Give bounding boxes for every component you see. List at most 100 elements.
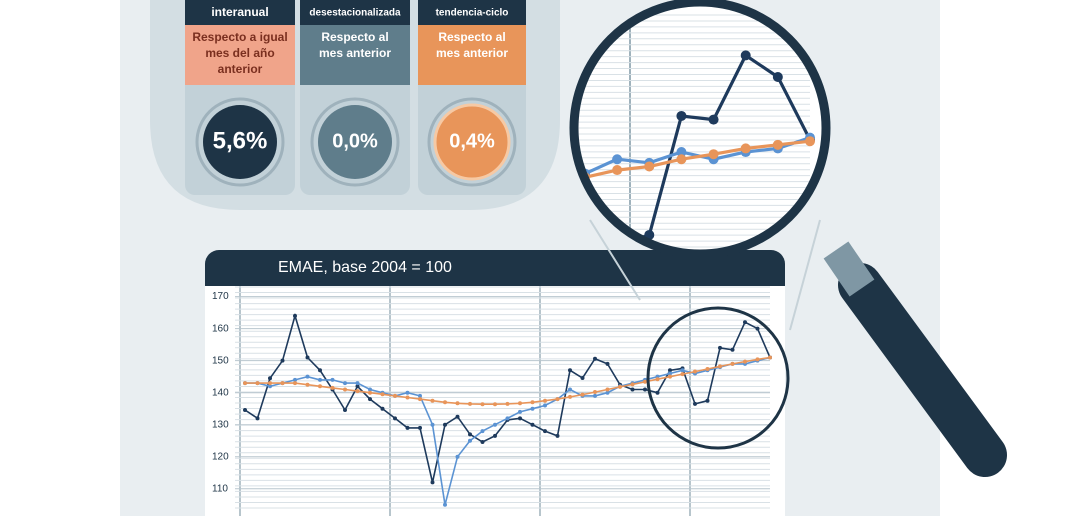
handle xyxy=(838,263,1007,477)
point xyxy=(330,377,335,382)
point xyxy=(676,154,687,165)
point xyxy=(668,374,672,379)
point xyxy=(480,402,485,407)
point xyxy=(555,397,560,402)
point xyxy=(268,381,272,386)
point xyxy=(355,389,360,394)
point xyxy=(318,384,322,389)
card-subheading-bg xyxy=(185,25,295,85)
point xyxy=(612,165,623,176)
card-heading-bg xyxy=(418,0,526,25)
point xyxy=(680,372,685,377)
card-value: 0,4% xyxy=(449,130,495,152)
point xyxy=(305,355,310,360)
y-tick-label: 110 xyxy=(212,483,228,494)
point xyxy=(368,387,372,392)
point xyxy=(430,398,435,403)
point xyxy=(343,381,347,386)
point xyxy=(543,429,547,434)
point xyxy=(743,320,747,325)
point xyxy=(718,345,722,350)
point xyxy=(643,387,647,392)
point xyxy=(705,366,710,371)
point xyxy=(380,406,385,411)
card-heading: tendencia-ciclo xyxy=(436,8,509,19)
y-tick-label: 170 xyxy=(212,291,229,302)
focus-circle xyxy=(646,306,790,450)
point xyxy=(705,398,710,403)
cards: interanual Respecto a igual mes del año ant… xyxy=(185,0,526,195)
card-subheading-bg xyxy=(418,25,526,85)
card-heading: desestacionalizada xyxy=(309,8,401,19)
point xyxy=(368,397,372,402)
point xyxy=(718,364,722,369)
point xyxy=(468,438,472,443)
card-subheading: mes anterior xyxy=(436,46,508,60)
point xyxy=(493,433,497,438)
point xyxy=(768,355,772,360)
point xyxy=(305,382,310,387)
point xyxy=(418,425,422,430)
point xyxy=(355,384,360,389)
y-tick-label: 130 xyxy=(212,419,229,430)
point xyxy=(455,454,460,459)
card-subheading: anterior xyxy=(218,62,263,76)
point xyxy=(443,502,447,507)
point xyxy=(805,136,815,147)
point xyxy=(693,401,697,406)
point xyxy=(755,326,760,331)
point xyxy=(668,368,672,373)
y-tick-label: 120 xyxy=(212,451,229,462)
point xyxy=(505,401,510,406)
point xyxy=(580,375,585,380)
point xyxy=(280,358,285,363)
point xyxy=(468,432,472,437)
point xyxy=(676,147,687,158)
point xyxy=(580,392,585,397)
point xyxy=(730,347,735,352)
point xyxy=(730,361,735,366)
point xyxy=(593,356,597,361)
point xyxy=(268,376,272,381)
point xyxy=(293,381,297,386)
series-line xyxy=(584,139,811,179)
point xyxy=(568,368,572,373)
point xyxy=(243,381,247,386)
lens-rim xyxy=(569,0,831,259)
chart-title: EMAE, base 2004 = 100 xyxy=(278,259,452,276)
point xyxy=(268,384,272,389)
point xyxy=(612,154,623,165)
point xyxy=(555,433,560,438)
point xyxy=(280,381,285,386)
point xyxy=(318,368,322,373)
point xyxy=(593,390,597,395)
card-heading-bg xyxy=(185,0,295,25)
point xyxy=(380,392,385,397)
point xyxy=(455,401,460,406)
point xyxy=(255,381,260,386)
point xyxy=(618,384,622,389)
point xyxy=(493,422,497,427)
point xyxy=(743,359,747,364)
point xyxy=(455,414,460,419)
point xyxy=(430,422,435,427)
point xyxy=(630,382,635,387)
point xyxy=(418,397,422,402)
point xyxy=(480,440,485,445)
point xyxy=(740,50,751,61)
point xyxy=(708,149,719,160)
point xyxy=(630,387,635,392)
point xyxy=(605,361,610,366)
point xyxy=(655,377,660,382)
point xyxy=(676,110,687,121)
card-subheading: Respecto a igual xyxy=(192,30,287,44)
card-value: 0,0% xyxy=(332,130,378,152)
point xyxy=(343,407,347,412)
point xyxy=(343,387,347,392)
point xyxy=(518,409,522,414)
point xyxy=(772,139,783,150)
point xyxy=(418,393,422,398)
point xyxy=(293,313,297,318)
point xyxy=(443,400,447,405)
chart-header-base xyxy=(205,270,785,286)
